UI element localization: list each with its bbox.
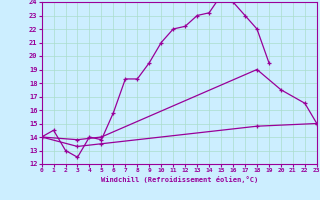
X-axis label: Windchill (Refroidissement éolien,°C): Windchill (Refroidissement éolien,°C) [100, 176, 258, 183]
